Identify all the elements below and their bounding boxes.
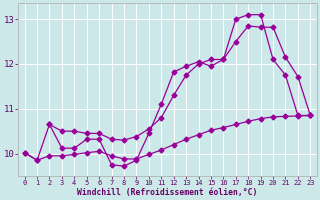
X-axis label: Windchill (Refroidissement éolien,°C): Windchill (Refroidissement éolien,°C) bbox=[77, 188, 258, 197]
